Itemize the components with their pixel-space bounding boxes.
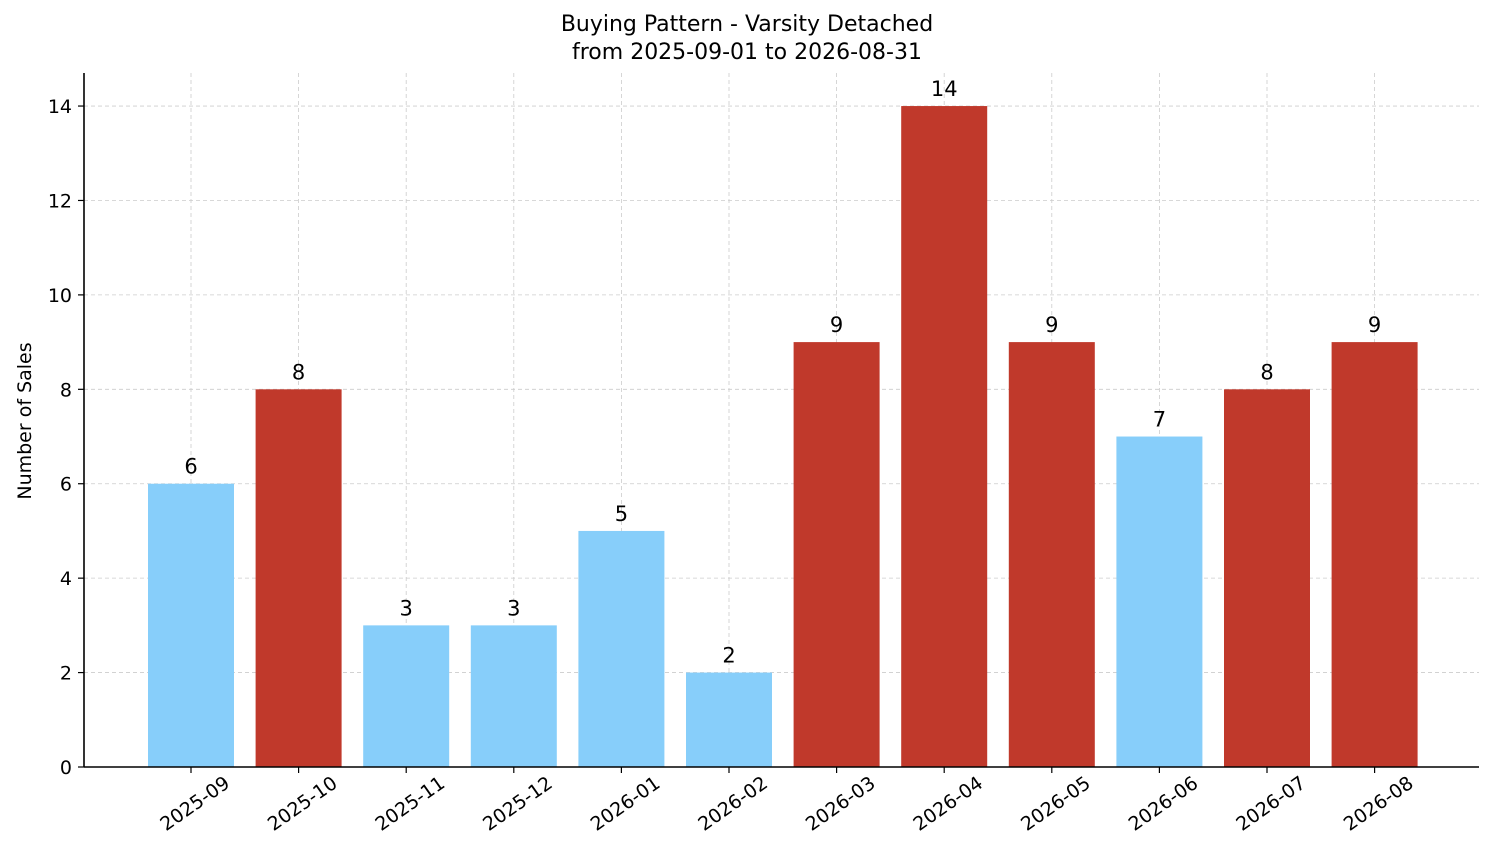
bar-2026-07 (1224, 389, 1310, 767)
x-tick-label: 2025-12 (479, 772, 557, 836)
x-tick-label: 2026-03 (802, 772, 880, 836)
data-label-2026-07: 8 (1260, 360, 1273, 384)
y-tick-label: 10 (48, 285, 72, 307)
bar-2025-11 (363, 625, 450, 767)
x-tick-label: 2025-10 (264, 772, 342, 836)
x-tick-label: 2026-07 (1232, 772, 1310, 836)
bar-2026-02 (686, 672, 772, 767)
y-tick-label: 14 (48, 96, 72, 118)
x-tick-label: 2025-09 (156, 772, 234, 836)
data-label-2025-10: 8 (292, 360, 305, 384)
y-tick-label: 4 (60, 568, 72, 590)
x-tick-label: 2026-05 (1017, 772, 1095, 836)
data-label-2025-11: 3 (400, 596, 413, 620)
bars (148, 106, 1418, 768)
bar-2026-06 (1116, 436, 1203, 767)
data-label-2025-12: 3 (507, 596, 520, 620)
data-label-2026-04: 14 (931, 77, 958, 101)
bar-2026-03 (793, 342, 880, 767)
x-tick-label: 2026-01 (587, 772, 665, 836)
data-label-2026-06: 7 (1153, 408, 1166, 432)
bar-2025-12 (470, 625, 557, 767)
data-label-2026-05: 9 (1045, 313, 1058, 337)
bar-2026-04 (901, 106, 988, 768)
bar-2026-01 (578, 530, 665, 767)
y-tick-label: 2 (60, 663, 72, 685)
x-tick-label: 2026-06 (1125, 772, 1203, 836)
x-tick-label: 2026-02 (694, 772, 772, 836)
y-tick-label: 12 (48, 190, 72, 212)
y-tick-label: 0 (60, 757, 72, 779)
chart-subtitle: from 2025-09-01 to 2026-08-31 (572, 40, 922, 65)
y-tick-label: 6 (60, 474, 72, 496)
data-label-2026-08: 9 (1368, 313, 1381, 337)
data-labels: 6 8 3 3 5 2 9 14 9 7 8 9 (184, 77, 1381, 668)
x-tick-label: 2025-11 (371, 772, 449, 836)
data-label-2026-01: 5 (615, 502, 628, 526)
data-label-2026-02: 2 (722, 644, 735, 668)
x-tick-label: 2026-04 (909, 772, 987, 836)
data-label-2026-03: 9 (830, 313, 843, 337)
bar-2025-10 (255, 389, 342, 767)
bar-2026-08 (1331, 342, 1418, 767)
chart-title: Buying Pattern - Varsity Detached (560, 12, 934, 37)
bar-2025-09 (148, 483, 234, 767)
x-tick-label: 2026-08 (1340, 772, 1418, 836)
y-tick-label: 8 (60, 379, 72, 401)
y-axis-label: Number of Sales (14, 342, 36, 499)
bar-2026-05 (1008, 342, 1095, 767)
data-label-2025-09: 6 (184, 455, 197, 479)
